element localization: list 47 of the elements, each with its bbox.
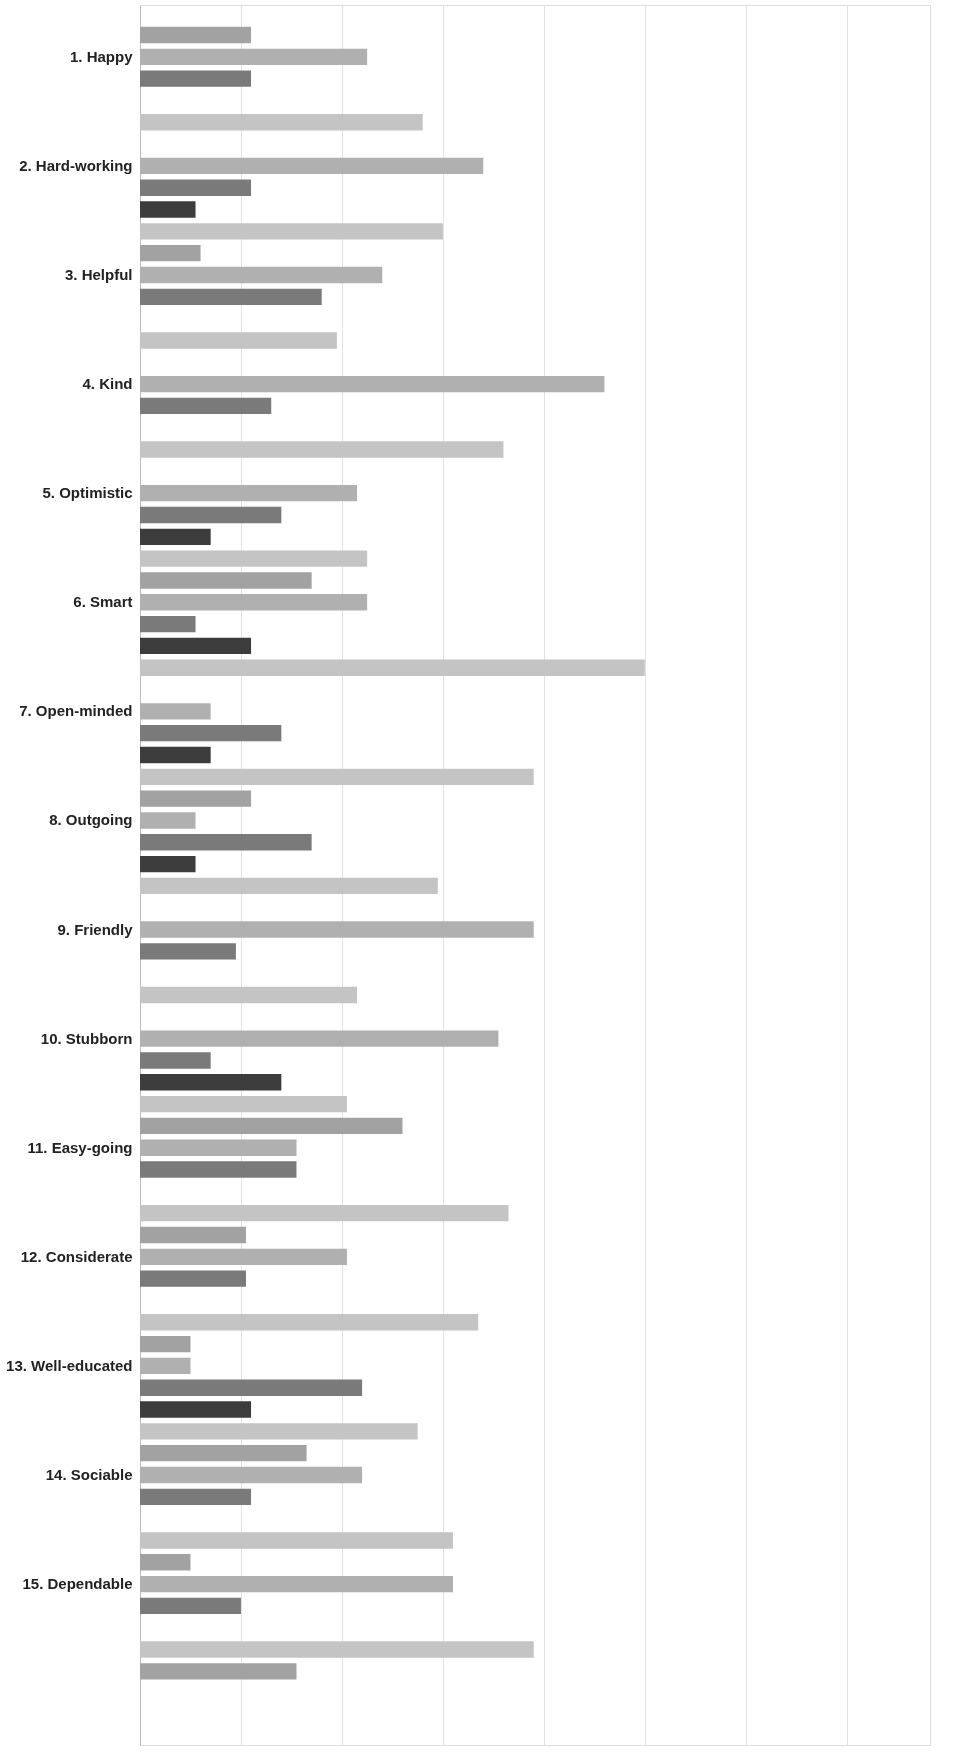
y-tick-label: 6. Smart bbox=[73, 593, 133, 611]
y-tick-label: 4. Kind bbox=[82, 375, 133, 393]
bar bbox=[140, 1488, 252, 1505]
bar bbox=[140, 943, 236, 960]
bar bbox=[140, 834, 312, 851]
y-tick-label: 8. Outgoing bbox=[49, 811, 133, 829]
y-tick-label: 5. Optimistic bbox=[42, 484, 133, 502]
bar bbox=[140, 1052, 211, 1069]
y-tick-label: 11. Easy-going bbox=[27, 1138, 133, 1156]
bar bbox=[140, 1074, 282, 1091]
bar bbox=[140, 855, 196, 873]
y-tick-label: 7. Open-minded bbox=[19, 702, 133, 720]
bar bbox=[140, 1663, 297, 1680]
bar bbox=[140, 572, 312, 589]
bar bbox=[140, 528, 211, 545]
bar bbox=[140, 397, 272, 415]
bar bbox=[140, 1597, 241, 1615]
y-tick-label: 9. Friendly bbox=[57, 920, 134, 938]
bar bbox=[140, 637, 252, 655]
bar bbox=[140, 26, 252, 44]
bar bbox=[140, 288, 322, 305]
y-tick-label: 13. Well-educated bbox=[6, 1356, 133, 1374]
bar bbox=[140, 725, 282, 742]
y-tick-label: 14. Sociable bbox=[45, 1466, 133, 1483]
bar bbox=[140, 746, 211, 764]
bar bbox=[140, 790, 252, 807]
bar bbox=[140, 201, 196, 218]
bar bbox=[140, 245, 201, 262]
y-tick-label: 1. Happy bbox=[69, 47, 134, 65]
bar bbox=[140, 1335, 191, 1353]
bar bbox=[140, 1226, 247, 1244]
bar bbox=[140, 70, 252, 87]
bar bbox=[140, 506, 282, 524]
bar bbox=[140, 1161, 297, 1178]
bar bbox=[140, 1401, 252, 1418]
bar bbox=[140, 1445, 307, 1462]
bar bbox=[140, 1117, 403, 1135]
y-tick-label: 10. Stubborn bbox=[40, 1029, 133, 1047]
bar bbox=[140, 615, 196, 633]
y-tick-label: 15. Dependable bbox=[22, 1575, 133, 1593]
y-tick-label: 12. Considerate bbox=[20, 1247, 133, 1265]
bar bbox=[140, 1379, 363, 1396]
y-tick-label: 3. Helpful bbox=[64, 266, 133, 283]
y-tick-label: 2. Hard-working bbox=[19, 156, 133, 174]
bar bbox=[140, 1554, 191, 1571]
bar bbox=[140, 1270, 247, 1287]
bar bbox=[140, 179, 252, 196]
